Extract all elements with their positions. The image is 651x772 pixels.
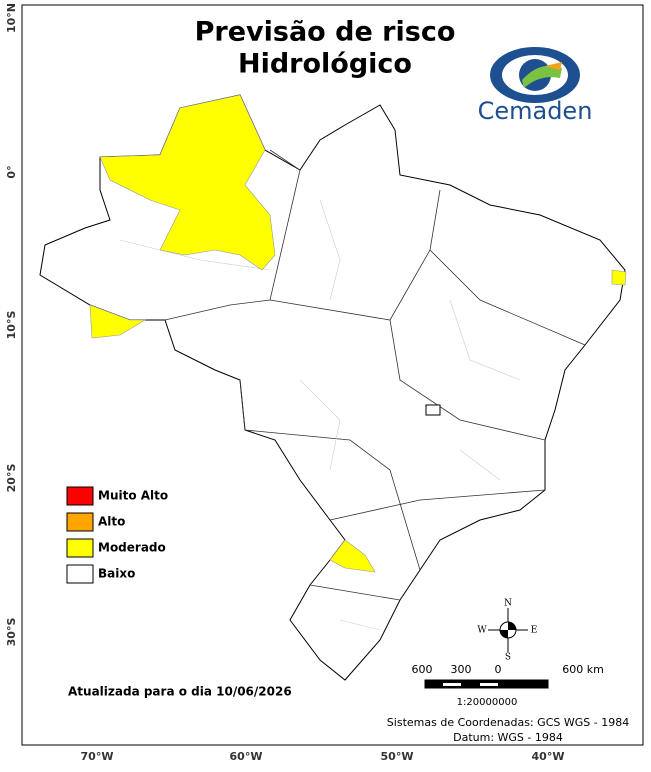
region-borders [119,199,521,631]
lon-label: 40°W [532,750,565,763]
lon-label: 60°W [230,750,263,763]
legend-label: Alto [98,515,125,529]
legend-label: Baixo [98,567,135,581]
lat-label: 0° [5,165,18,178]
lat-label: 10°S [5,311,18,340]
scale-label: 0 [495,663,502,676]
lon-label: 50°W [381,750,414,763]
scale-label: 600 km [562,663,604,676]
legend-swatch [66,564,94,584]
scale-ratio: 1:20000000 [457,697,518,708]
title: Hidrológico [238,49,412,80]
legend-swatch [66,512,94,532]
logo-icon [490,47,580,103]
credits: Datum: WGS - 1984 [453,731,563,744]
moderate-areas [89,94,627,573]
compass-s: S [505,653,511,663]
legend-label: Muito Alto [98,489,168,503]
compass-e: E [531,626,538,636]
logo-text: Cemaden [478,97,593,125]
scale-bar [424,679,549,689]
state-borders [164,149,586,601]
title: Previsão de risco [195,17,456,48]
federal-district [425,404,441,416]
scale-label: 600 [412,663,433,676]
credits: Sistemas de Coordenadas: GCS WGS - 1984 [387,716,629,729]
updated-date: Atualizada para o dia 10/06/2026 [68,685,292,699]
legend-swatch [66,538,94,558]
legend-swatch [66,486,94,506]
scale-label: 300 [451,663,472,676]
lat-label: 30°S [5,618,18,647]
legend-label: Moderado [98,541,166,555]
compass-n: N [504,599,512,609]
lon-label: 70°W [81,750,114,763]
compass [488,608,528,652]
lat-label: 20°S [5,464,18,493]
compass-w: W [477,626,487,636]
lat-label: 10°N [5,3,18,33]
